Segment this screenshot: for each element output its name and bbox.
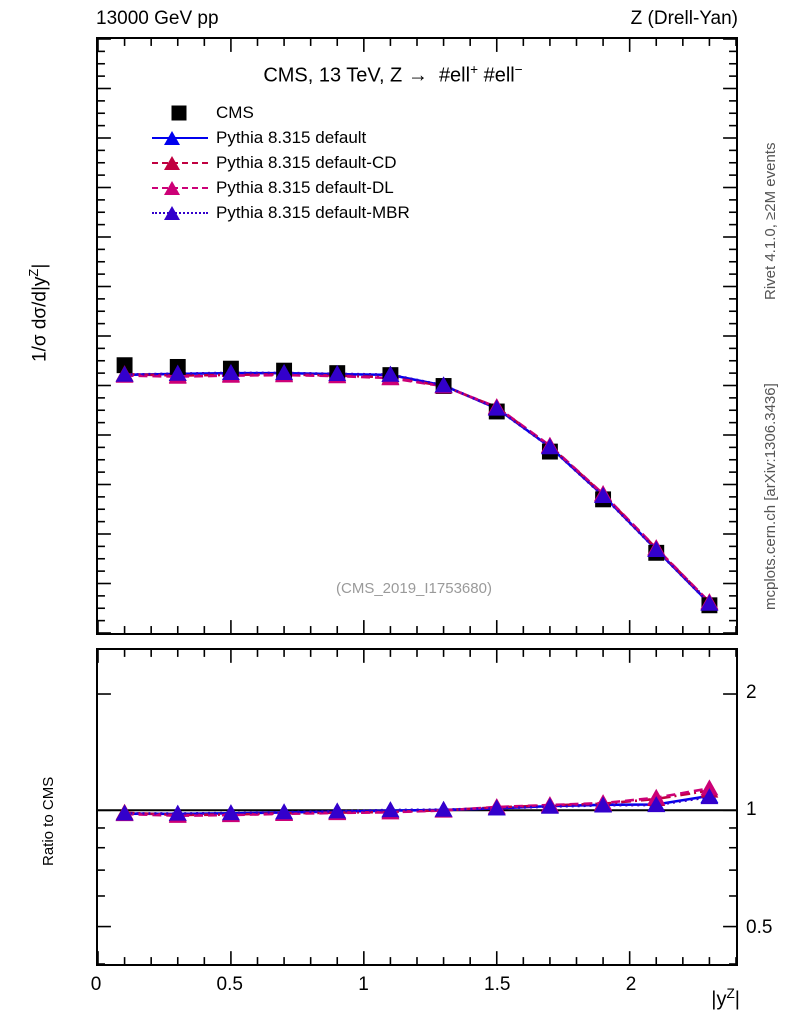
ratio-y-tick-right-0.5: 0.5: [746, 917, 773, 939]
legend-item-3: Pythia 8.315 default-DL: [152, 175, 410, 200]
legend-label: Pythia 8.315 default: [216, 127, 367, 147]
legend-item-1: Pythia 8.315 default: [152, 125, 410, 150]
legend-label: Pythia 8.315 default-CD: [216, 152, 397, 172]
ratio-plot-panel: [96, 648, 738, 966]
x-tick-2: 2: [625, 974, 637, 995]
rivet-credit: Rivet 4.1.0, ≥2M events: [762, 142, 779, 300]
legend-line-sample: [152, 161, 208, 164]
legend-item-4: Pythia 8.315 default-MBR: [152, 200, 410, 225]
plot-title: CMS, 13 TeV, Z → #ell+ #ell−: [263, 62, 523, 87]
main-plot-panel: [96, 37, 738, 635]
legend-triangle-marker-icon: [164, 205, 180, 220]
legend-triangle-marker-icon: [164, 180, 180, 195]
x-tick-0.5: 0.5: [216, 974, 243, 995]
legend-line-sample: [152, 186, 208, 189]
x-tick-1: 1: [358, 974, 369, 995]
legend-key-icon: [152, 152, 208, 174]
header-beam-info: 13000 GeV pp: [96, 8, 219, 29]
legend-item-2: Pythia 8.315 default-CD: [152, 150, 410, 175]
x-tick-0: 0: [90, 974, 102, 995]
legend-item-0: CMS: [152, 100, 410, 125]
legend-key-icon: [152, 202, 208, 224]
legend-triangle-marker-icon: [164, 130, 180, 145]
y-axis-label-ratio: Ratio to CMS: [40, 776, 57, 866]
x-axis-label: |yZ|: [711, 986, 740, 1011]
ratio-y-tick-right-2: 2: [746, 681, 757, 703]
legend-key-icon: [152, 127, 208, 149]
legend-line-sample: [152, 211, 208, 214]
x-tick-1.5: 1.5: [484, 974, 511, 995]
analysis-watermark: (CMS_2019_I1753680): [336, 580, 492, 597]
header-process: Z (Drell-Yan): [630, 8, 738, 29]
legend-line-sample: [152, 136, 208, 139]
legend-label: Pythia 8.315 default-DL: [216, 177, 394, 197]
legend-key-icon: [152, 177, 208, 199]
legend-key-icon: [152, 102, 208, 124]
legend: CMS Pythia 8.315 default Pythia 8.315 defa…: [152, 100, 410, 225]
legend-triangle-marker-icon: [164, 155, 180, 170]
legend-label: Pythia 8.315 default-MBR: [216, 202, 410, 222]
mcplots-credit: mcplots.cern.ch [arXiv:1306.3436]: [762, 383, 779, 610]
y-axis-label-main: 1/σ dσ/d|yZ|: [26, 263, 51, 362]
legend-label: CMS: [216, 102, 254, 122]
ratio-y-tick-right-1: 1: [746, 799, 757, 821]
legend-square-marker-icon: [171, 105, 187, 120]
